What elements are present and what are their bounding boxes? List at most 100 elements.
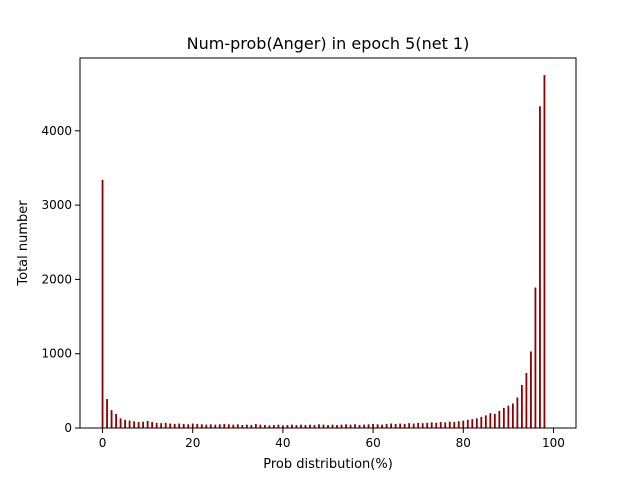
bar-23 (205, 424, 208, 428)
bar-95 (530, 351, 532, 428)
bar-77 (448, 421, 451, 428)
bar-43 (295, 425, 298, 428)
bar-30 (236, 424, 239, 428)
bar-71 (421, 423, 424, 428)
bar-56 (354, 424, 356, 428)
bar-45 (304, 425, 307, 428)
bar-80 (462, 420, 465, 428)
bar-59 (367, 424, 370, 428)
x-tick-label: 20 (185, 436, 200, 450)
bar-41 (286, 425, 289, 428)
bar-54 (345, 424, 347, 428)
bar-2 (110, 410, 113, 428)
bar-19 (187, 424, 190, 428)
bar-42 (291, 424, 293, 428)
bar-36 (263, 425, 266, 428)
bars (101, 75, 546, 429)
bar-61 (376, 424, 379, 428)
bar-9 (142, 421, 145, 428)
bar-18 (182, 423, 185, 428)
bar-24 (209, 424, 212, 428)
bar-65 (394, 423, 397, 428)
bar-70 (417, 422, 420, 428)
bar-68 (408, 423, 411, 428)
bar-38 (272, 425, 275, 428)
bar-55 (349, 424, 352, 428)
bar-15 (169, 423, 172, 428)
bar-14 (164, 422, 167, 428)
bar-7 (133, 421, 136, 428)
bar-90 (507, 405, 510, 428)
bar-64 (390, 423, 393, 428)
bar-17 (178, 423, 181, 428)
y-axis-ticks: 0 1000 2000 3000 4000 (41, 124, 80, 435)
bar-8 (137, 422, 140, 428)
bar-47 (313, 425, 316, 428)
bar-5 (124, 419, 126, 428)
bar-73 (430, 422, 433, 428)
x-tick-label: 100 (542, 436, 565, 450)
bar-3 (115, 413, 117, 428)
bar-22 (200, 424, 203, 428)
bar-63 (385, 423, 388, 428)
bar-76 (444, 422, 447, 428)
bar-62 (381, 424, 384, 428)
bar-89 (502, 407, 505, 428)
bar-66 (399, 423, 402, 428)
bar-26 (218, 424, 221, 428)
bar-79 (457, 421, 460, 428)
bar-20 (191, 423, 194, 428)
bar-96 (534, 287, 537, 428)
bar-81 (466, 419, 469, 428)
bar-33 (250, 425, 253, 428)
bar-75 (439, 422, 442, 428)
bar-74 (435, 422, 438, 428)
bar-93 (520, 384, 523, 428)
bar-86 (489, 413, 492, 428)
bar-92 (516, 397, 519, 428)
bar-97 (539, 106, 541, 428)
y-tick-label: 3000 (41, 198, 72, 212)
bar-34 (254, 423, 257, 428)
bar-98 (543, 75, 546, 429)
bar-32 (245, 424, 248, 428)
bar-6 (128, 420, 131, 428)
y-tick-label: 1000 (41, 347, 72, 361)
x-tick-label: 80 (456, 436, 471, 450)
bar-13 (160, 423, 163, 428)
bar-0 (101, 179, 104, 428)
bar-39 (277, 424, 280, 428)
bar-58 (363, 424, 365, 428)
bar-48 (318, 424, 320, 428)
bar-4 (119, 418, 122, 428)
chart-title: Num-prob(Anger) in epoch 5(net 1) (187, 34, 470, 53)
x-tick-label: 0 (99, 436, 107, 450)
bar-44 (300, 424, 302, 428)
bar-87 (493, 413, 496, 428)
bar-1 (106, 399, 108, 428)
bar-16 (173, 423, 176, 428)
y-tick-label: 4000 (41, 124, 72, 138)
bar-12 (155, 422, 158, 428)
x-axis-label: Prob distribution(%) (263, 457, 393, 472)
bar-78 (453, 422, 456, 428)
bar-51 (331, 424, 334, 428)
bar-35 (259, 424, 262, 428)
bar-67 (403, 423, 406, 428)
x-axis-ticks: 0 20 40 60 80 100 (99, 428, 565, 450)
bar-53 (340, 424, 343, 428)
bar-37 (268, 425, 271, 428)
bar-57 (358, 425, 361, 428)
x-tick-label: 60 (365, 436, 380, 450)
bar-27 (223, 423, 226, 428)
bar-52 (336, 425, 338, 428)
y-tick-label: 0 (64, 421, 72, 435)
bar-72 (426, 422, 429, 428)
y-tick-label: 2000 (41, 272, 72, 286)
bar-88 (498, 410, 501, 428)
bar-85 (484, 415, 487, 428)
bar-50 (327, 425, 329, 428)
bar-84 (480, 416, 483, 428)
bar-49 (322, 424, 325, 428)
